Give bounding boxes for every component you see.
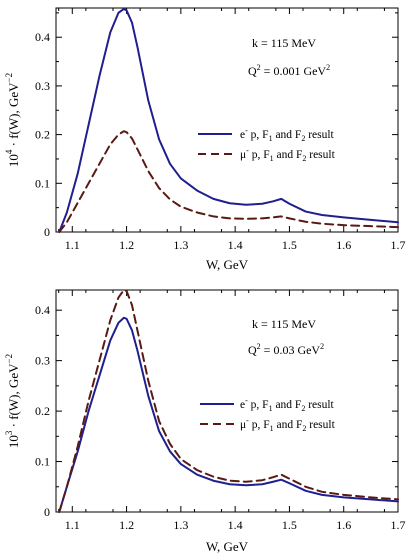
series-line-mup bbox=[58, 289, 399, 513]
series-line-ep bbox=[58, 7, 399, 233]
legend-label-mup: μ- p, F1 and F2 result bbox=[240, 416, 336, 433]
y-tick-label: 0 bbox=[44, 225, 50, 239]
legend-label-ep: e- p, F1 and F2 result bbox=[240, 126, 335, 143]
x-tick-label: 1.2 bbox=[119, 238, 134, 252]
y-tick-label: 0.1 bbox=[35, 176, 50, 190]
y-axis-label: 104 · f(W), GeV−2 bbox=[4, 73, 21, 167]
y-tick-label: 0.2 bbox=[35, 404, 50, 418]
x-tick-label: 1.3 bbox=[173, 238, 188, 252]
x-tick-label: 1.5 bbox=[282, 518, 297, 532]
y-tick-label: 0.3 bbox=[35, 79, 50, 93]
annotation-q2: Q2 = 0.03 GeV2 bbox=[248, 342, 324, 357]
chart-panel-2: 1.1 1.2 1.3 1.4 1.5 1.6 1.7 0 0.1 0.2 0.3 0.4 W, GeV… bbox=[4, 289, 406, 554]
x-tick-label: 1.4 bbox=[228, 518, 243, 532]
series-line-mup bbox=[58, 130, 399, 233]
x-tick-label: 1.6 bbox=[336, 238, 351, 252]
y-tick-label: 0.2 bbox=[35, 128, 50, 142]
x-tick-label: 1.2 bbox=[119, 518, 134, 532]
legend-label-ep: e- p, F1 and F2 result bbox=[240, 396, 335, 413]
plot-frame bbox=[55, 289, 399, 513]
x-tick-label: 1.1 bbox=[65, 518, 80, 532]
y-tick-label: 0 bbox=[44, 505, 50, 519]
chart-panel-1: 1.1 1.2 1.3 1.4 1.5 1.6 1.7 0 0.1 0.2 0.3 0.4 W, GeV… bbox=[4, 7, 406, 272]
annotation-k: k = 115 MeV bbox=[252, 36, 316, 50]
y-tick-label: 0.4 bbox=[35, 303, 50, 317]
x-tick-label: 1.3 bbox=[173, 518, 188, 532]
y-axis-label: 103 · f(W), GeV−2 bbox=[4, 354, 21, 448]
x-tick-label: 1.5 bbox=[282, 238, 297, 252]
annotation-q2: Q2 = 0.001 GeV2 bbox=[248, 63, 330, 78]
legend-label-mup: μ- p, F1 and F2 result bbox=[240, 146, 336, 163]
x-tick-label: 1.6 bbox=[336, 518, 351, 532]
x-tick-label: 1.1 bbox=[65, 238, 80, 252]
x-tick-label: 1.4 bbox=[228, 238, 243, 252]
y-tick-label: 0.1 bbox=[35, 455, 50, 469]
series-line-ep bbox=[58, 316, 399, 513]
plot-frame bbox=[55, 7, 399, 233]
x-axis-label: W, GeV bbox=[206, 539, 249, 554]
annotation-k: k = 115 MeV bbox=[252, 317, 316, 331]
y-tick-label: 0.4 bbox=[35, 30, 50, 44]
x-axis-label: W, GeV bbox=[206, 257, 249, 272]
y-tick-label: 0.3 bbox=[35, 354, 50, 368]
x-tick-label: 1.7 bbox=[391, 518, 406, 532]
x-tick-label: 1.7 bbox=[391, 238, 406, 252]
